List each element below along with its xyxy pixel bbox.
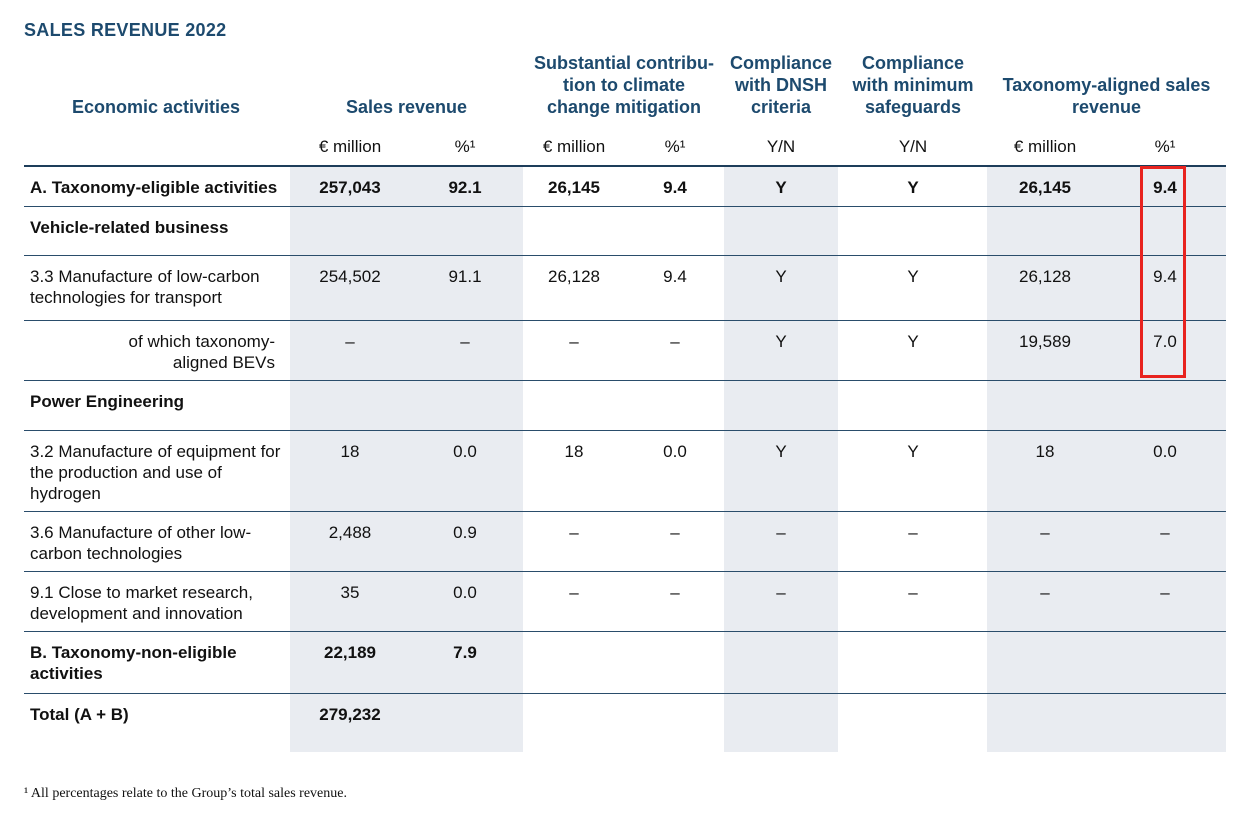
row-divider [24, 430, 1226, 431]
cell-climate-million: 26,128 [548, 267, 600, 286]
section-label: Power Engineering [30, 392, 184, 411]
subheader-aligned-percent: %¹ [1154, 137, 1176, 156]
row-divider [24, 206, 1226, 207]
cell-dnsh: Y [775, 332, 787, 351]
cell-aligned-million: – [1040, 583, 1050, 602]
cell-sales-percent: – [460, 332, 470, 351]
subheader-aligned-million: € million [1013, 137, 1077, 156]
row-divider [24, 380, 1226, 381]
section-label: Vehicle-related business [30, 218, 229, 237]
header-taxonomy-aligned: Taxonomy-aligned sales revenue [1002, 75, 1211, 117]
row-label: 3.2 Manufacture of equipment for the pro… [30, 442, 281, 503]
cell-climate-million: 18 [564, 442, 584, 461]
cell-climate-million: – [569, 523, 579, 542]
cell-sales-million: 18 [340, 442, 360, 461]
cell-climate-percent: 9.4 [663, 178, 687, 197]
cell-sales-million: 35 [340, 583, 360, 602]
cell-sales-percent: 92.1 [448, 178, 482, 197]
dnsh-column-shade [724, 166, 838, 752]
header-activities: Economic activities [71, 97, 241, 117]
subheader-climate-percent: %¹ [664, 137, 686, 156]
row-divider [24, 631, 1226, 632]
cell-aligned-percent: 9.4 [1153, 178, 1177, 197]
cell-safeguards: – [908, 583, 918, 602]
cell-dnsh: – [776, 583, 786, 602]
header-sales-revenue: Sales revenue [345, 97, 468, 117]
cell-sales-million: 279,232 [319, 705, 381, 724]
cell-climate-million: – [569, 332, 579, 351]
cell-sales-million: 2,488 [328, 523, 372, 542]
footnote: ¹ All percentages relate to the Group’s … [24, 786, 347, 801]
cell-sales-percent: 0.9 [453, 523, 477, 542]
cell-climate-million: 26,145 [548, 178, 600, 197]
cell-aligned-percent: – [1160, 583, 1170, 602]
row-label: 9.1 Close to market research, developmen… [30, 583, 253, 623]
cell-aligned-percent: 9.4 [1153, 267, 1177, 286]
cell-safeguards: Y [907, 332, 919, 351]
cell-dnsh: Y [775, 442, 787, 461]
cell-dnsh: – [776, 523, 786, 542]
cell-dnsh: Y [775, 178, 787, 197]
cell-aligned-percent: 0.0 [1153, 442, 1177, 461]
cell-sales-percent: 91.1 [448, 267, 482, 286]
cell-sales-percent: 0.0 [453, 442, 477, 461]
cell-climate-percent: – [670, 332, 680, 351]
cell-climate-million: – [569, 583, 579, 602]
header-divider [24, 165, 1226, 167]
subheader-sales-million: € million [318, 137, 382, 156]
cell-aligned-million: 18 [1035, 442, 1055, 461]
cell-climate-percent: 9.4 [663, 267, 687, 286]
row-divider [24, 693, 1226, 694]
cell-sales-million: 254,502 [319, 267, 381, 286]
cell-sales-million: 22,189 [324, 643, 376, 662]
cell-safeguards: Y [907, 442, 919, 461]
cell-safeguards: Y [907, 178, 919, 197]
cell-climate-percent: – [670, 583, 680, 602]
header-dnsh: Compliance with DNSH criteria [729, 53, 833, 117]
sales-column-shade [290, 166, 523, 752]
row-label: 3.6 Manufacture of other low-carbon tech… [30, 523, 252, 563]
row-label: 3.3 Manufacture of low-carbon technologi… [30, 267, 260, 307]
row-divider [24, 571, 1226, 572]
cell-aligned-percent: 7.0 [1153, 332, 1177, 351]
cell-sales-percent: 7.9 [453, 643, 477, 662]
cell-sales-million: – [345, 332, 355, 351]
cell-aligned-million: 19,589 [1019, 332, 1071, 351]
cell-aligned-percent: – [1160, 523, 1170, 542]
row-divider [24, 255, 1226, 256]
cell-safeguards: – [908, 523, 918, 542]
row-label: B. Taxonomy-non-eligible activities [30, 643, 237, 683]
table-title: SALES REVENUE 2022 [24, 20, 227, 40]
row-label: A. Taxonomy-eligible activities [30, 178, 278, 197]
cell-dnsh: Y [775, 267, 787, 286]
subheader-safeguards-yn: Y/N [898, 137, 928, 156]
cell-aligned-million: 26,128 [1019, 267, 1071, 286]
header-safeguards: Compliance with minimum safeguards [852, 53, 974, 117]
row-divider [24, 511, 1226, 512]
subheader-dnsh-yn: Y/N [766, 137, 796, 156]
subheader-sales-percent: %¹ [454, 137, 476, 156]
cell-aligned-million: – [1040, 523, 1050, 542]
cell-sales-million: 257,043 [319, 178, 381, 197]
subheader-climate-million: € million [542, 137, 606, 156]
cell-climate-percent: 0.0 [663, 442, 687, 461]
cell-climate-percent: – [670, 523, 680, 542]
highlight-box [1140, 166, 1186, 378]
aligned-column-shade [987, 166, 1226, 752]
row-label: of which taxonomy-aligned BEVs [128, 332, 275, 372]
cell-aligned-million: 26,145 [1019, 178, 1071, 197]
row-label: Total (A + B) [30, 705, 129, 724]
cell-safeguards: Y [907, 267, 919, 286]
row-divider [24, 320, 1226, 321]
cell-sales-percent: 0.0 [453, 583, 477, 602]
header-climate-mitigation: Substantial contribu- tion to climate ch… [534, 53, 714, 117]
